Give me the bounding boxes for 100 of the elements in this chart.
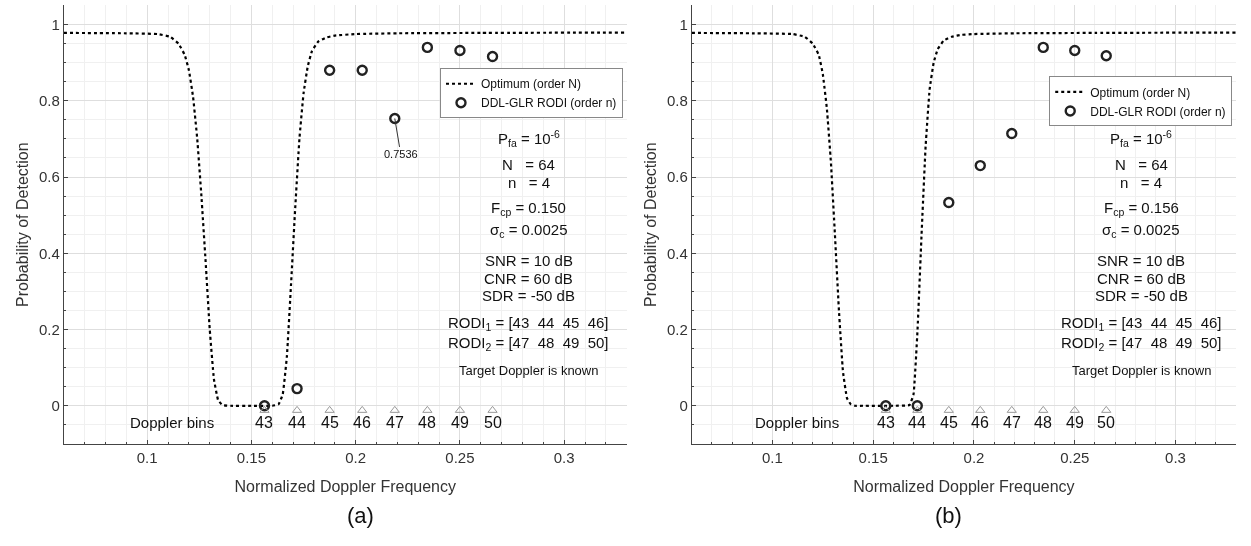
annotation: 50: [1097, 414, 1115, 431]
legend-label: DDL-GLR RODI (order n): [1090, 104, 1226, 119]
text: (a): [347, 503, 374, 528]
legend-label: DDL-GLR RODI (order n): [481, 96, 617, 111]
y-tick-label: 0: [679, 397, 688, 415]
x-tick-label: 0.25: [1060, 448, 1090, 466]
annotation: N = 64: [502, 156, 555, 173]
point: [1006, 127, 1018, 140]
annotation: 45: [321, 414, 339, 431]
point: [1037, 41, 1049, 54]
point: [259, 405, 270, 413]
annotation: n = 4: [1120, 174, 1163, 191]
annotation: SNR = 10 dB: [1097, 252, 1185, 269]
point: [389, 405, 400, 413]
point: [324, 405, 335, 413]
point: [486, 50, 499, 63]
annotation: RODI$_{2}$ = [47 48 49 50]: [448, 334, 609, 354]
y-tick-label: 0.4: [38, 244, 60, 262]
annotation: CNR = 60 dB: [484, 270, 573, 287]
point: [487, 405, 498, 413]
x-tick-label: 0.3: [553, 448, 575, 466]
annotation: 44: [908, 414, 926, 431]
x-tick-label: 0.1: [136, 448, 158, 466]
x-axis-title: Normalized Doppler Frequency: [234, 477, 456, 495]
point: [880, 405, 891, 413]
point: [454, 44, 466, 57]
point: [357, 405, 368, 413]
annotation: Doppler bins: [130, 414, 215, 431]
point: [880, 400, 892, 412]
y-tick-label: 0.2: [666, 320, 688, 338]
point: [943, 405, 954, 413]
annotation: RODI$_{1}$ = [43 44 45 46]: [448, 314, 609, 334]
point: [974, 159, 986, 172]
point: [912, 405, 923, 413]
annotation: Doppler bins: [755, 414, 840, 431]
point: [1038, 405, 1049, 413]
x-tick-label: 0.25: [445, 448, 475, 466]
point: [422, 405, 433, 413]
y-tick-label: 1: [51, 15, 60, 33]
text: (b): [935, 503, 962, 528]
annotation: 43: [255, 414, 273, 431]
point: [943, 196, 955, 209]
annotation: 47: [1003, 414, 1021, 431]
x-tick-label: 0.15: [236, 448, 267, 466]
annotation: 46: [353, 414, 371, 431]
x-axis-title: Normalized Doppler Frequency: [853, 477, 1075, 495]
annotation: Target Doppler is known: [459, 363, 599, 378]
y-axis-title: Probability of Detection: [641, 142, 659, 307]
annotation: Target Doppler is known: [1072, 363, 1212, 378]
point: [1101, 405, 1112, 413]
annotation: 49: [1066, 414, 1084, 431]
point: [1069, 44, 1081, 57]
annotation: CNR = 60 dB: [1097, 270, 1186, 287]
y-tick-label: 0.8: [38, 92, 60, 110]
annotation: 48: [418, 414, 436, 431]
annotation: 0.7536: [384, 148, 418, 160]
x-tick-label: 0.3: [1165, 448, 1186, 466]
annotation: 43: [877, 414, 895, 431]
x-tick-label: 0.2: [345, 448, 367, 466]
annotation: 49: [451, 414, 469, 431]
annotation: n = 4: [508, 174, 551, 191]
annotation: P$_{fa}$ = 10$^{-6}$: [1110, 128, 1173, 150]
x-tick-label: 0.2: [963, 448, 985, 466]
annotation: RODI$_{1}$ = [43 44 45 46]: [1061, 314, 1222, 334]
annotation: SDR = -50 dB: [482, 287, 575, 304]
annotation: 44: [288, 414, 306, 431]
x-tick-label: 0.1: [761, 448, 783, 466]
annotation: SNR = 10 dB: [485, 252, 573, 269]
legend-label: Optimum (order N): [1090, 85, 1191, 100]
annotation: σ$_{c}$ = 0.0025: [490, 221, 568, 241]
annotation: 48: [1034, 414, 1052, 431]
annotation: P$_{fa}$ = 10$^{-6}$: [498, 128, 561, 150]
annotation: F$_{cp}$ = 0.156: [1104, 199, 1179, 219]
annotation: 47: [386, 414, 404, 431]
annotation: 45: [940, 414, 958, 431]
y-tick-label: 1: [679, 15, 688, 33]
point: [356, 64, 368, 76]
legend-label: Optimum (order N): [481, 77, 582, 92]
y-tick-label: 0.6: [38, 168, 60, 186]
annotation: SDR = -50 dB: [1095, 287, 1188, 304]
y-tick-label: 0.6: [666, 168, 688, 186]
point: [291, 382, 303, 395]
annotation: σ$_{c}$ = 0.0025: [1102, 221, 1180, 241]
annotation: 46: [971, 414, 989, 431]
point: [421, 41, 434, 54]
x-tick-label: 0.15: [858, 448, 888, 466]
point: [975, 405, 986, 413]
annotation: N = 64: [1115, 156, 1168, 173]
annotation: F$_{cp}$ = 0.150: [491, 199, 566, 219]
y-tick-label: 0.4: [666, 244, 688, 262]
annotation: 50: [484, 414, 502, 431]
annotation: RODI$_{2}$ = [47 48 49 50]: [1061, 334, 1222, 354]
point: [389, 112, 401, 125]
point: [323, 64, 336, 76]
y-axis-title: Probability of Detection: [13, 142, 31, 307]
y-tick-label: 0.8: [666, 92, 688, 110]
point: [1069, 405, 1080, 413]
point: [258, 400, 271, 412]
point: [1100, 50, 1112, 62]
point: [1006, 405, 1017, 413]
